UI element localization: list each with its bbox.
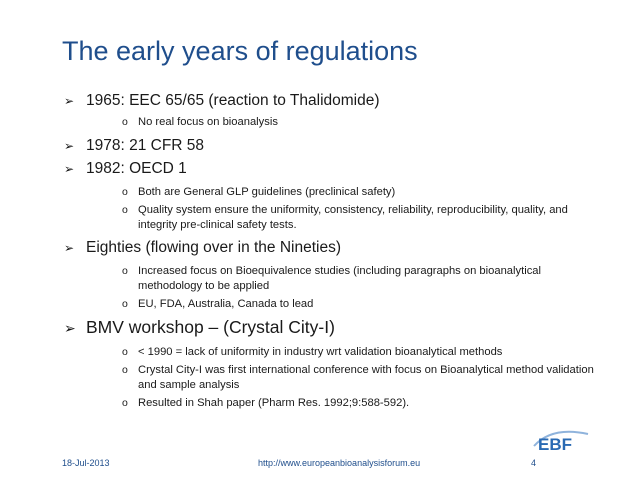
circle-bullet-icon: o	[122, 298, 128, 310]
sub-bullet-text: EU, FDA, Australia, Canada to lead	[138, 298, 314, 310]
circle-bullet-icon: o	[122, 397, 128, 409]
sub-bullet-item: o Resulted in Shah paper (Pharm Res. 199…	[122, 396, 604, 411]
sub-bullet-item: o Both are General GLP guidelines (precl…	[122, 185, 604, 200]
sub-bullet-text: < 1990 = lack of uniformity in industry …	[138, 345, 503, 358]
bullet-text: 1965: EEC 65/65 (reaction to Thalidomide…	[86, 92, 380, 109]
circle-bullet-icon: o	[122, 364, 128, 376]
ebf-logo: EBF	[533, 430, 589, 452]
sub-bullet-text: Increased focus on Bioequivalence studie…	[138, 265, 542, 292]
sub-bullet-text: Both are General GLP guidelines (preclin…	[138, 185, 396, 198]
sub-bullet-item: o < 1990 = lack of uniformity in industr…	[122, 345, 604, 360]
bullet-text: 1982: OECD 1	[86, 159, 187, 177]
sub-bullet-text: Quality system ensure the uniformity, co…	[138, 204, 568, 231]
sub-bullet-text: Resulted in Shah paper (Pharm Res. 1992;…	[138, 397, 410, 409]
bullet-text: BMV workshop – (Crystal City-I)	[86, 316, 335, 337]
sub-bullet-item: o Crystal City-I was first international…	[122, 363, 604, 392]
bullet-text: Eighties (flowing over in the Nineties)	[86, 239, 342, 256]
sub-bullet-text: Crystal City-I was first international c…	[138, 364, 594, 391]
bullet-item: ➢ 1982: OECD 1	[64, 159, 604, 179]
footer-url[interactable]: http://www.europeanbioanalysisforum.eu	[258, 458, 421, 468]
bullet-item: ➢ BMV workshop – (Crystal City-I)	[64, 316, 604, 339]
circle-bullet-icon: o	[122, 116, 128, 128]
bullet-item: ➢ 1978: 21 CFR 58	[64, 136, 604, 156]
circle-bullet-icon: o	[122, 204, 128, 216]
logo-arc-icon	[533, 430, 589, 447]
footer-date: 18-Jul-2013	[62, 458, 110, 468]
sub-bullet-item: o Increased focus on Bioequivalence stud…	[122, 264, 604, 293]
arrow-bullet-icon: ➢	[64, 138, 75, 153]
sub-bullet-item: o Quality system ensure the uniformity, …	[122, 203, 604, 232]
circle-bullet-icon: o	[122, 185, 128, 198]
arrow-bullet-icon: ➢	[64, 161, 75, 176]
sub-bullet-text: No real focus on bioanalysis	[138, 116, 278, 128]
slide-title: The early years of regulations	[62, 36, 418, 66]
arrow-bullet-icon: ➢	[64, 241, 75, 255]
sub-bullet-item: o EU, FDA, Australia, Canada to lead	[122, 297, 604, 312]
logo-text: EBF	[538, 435, 572, 452]
sub-bullet-item: o No real focus on bioanalysis	[122, 115, 604, 130]
bullet-item: ➢ Eighties (flowing over in the Nineties…	[64, 238, 604, 258]
circle-bullet-icon: o	[122, 265, 128, 277]
arrow-bullet-icon: ➢	[64, 94, 75, 108]
page-number: 4	[531, 458, 537, 468]
bullet-item: ➢ 1965: EEC 65/65 (reaction to Thalidomi…	[64, 91, 604, 111]
bullet-list: ➢ 1965: EEC 65/65 (reaction to Thalidomi…	[64, 88, 604, 411]
bullet-text: 1978: 21 CFR 58	[86, 136, 205, 154]
arrow-bullet-icon: ➢	[64, 319, 76, 336]
circle-bullet-icon: o	[122, 345, 128, 358]
